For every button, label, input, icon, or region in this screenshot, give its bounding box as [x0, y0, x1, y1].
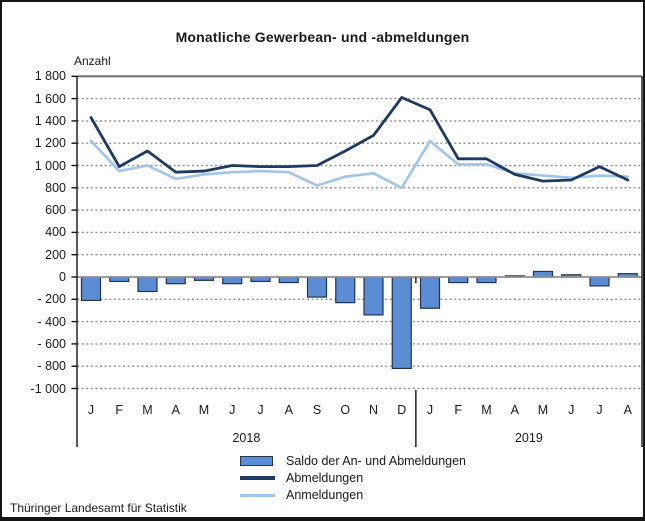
- x-axis-month-label: S: [312, 403, 322, 417]
- x-axis-month-label: F: [115, 403, 124, 417]
- saldo-bar: [80, 276, 102, 302]
- abmeldungen-line: [89, 96, 630, 183]
- x-axis-month-label: M: [198, 403, 210, 417]
- x-axis-month-label: A: [510, 403, 519, 417]
- anmeldungen-line-swatch-icon: [240, 493, 275, 497]
- saldo-bar: [137, 276, 158, 293]
- legend-item-saldo: Saldo der An- und Abmeldungen: [240, 453, 466, 469]
- x-axis-month-label: N: [368, 403, 379, 417]
- y-axis-tick-label: - 400: [37, 314, 67, 329]
- saldo-bar: [335, 276, 356, 304]
- x-axis-month-label: J: [426, 403, 434, 417]
- saldo-bar: [165, 276, 186, 285]
- y-axis-tick-label: 1 200: [34, 136, 66, 151]
- x-axis-month-label: M: [142, 403, 153, 417]
- source-text: Thüringer Landesamt für Statistik: [10, 501, 187, 515]
- y-axis-tick-label: - 200: [37, 292, 67, 307]
- saldo-bar: [419, 276, 441, 309]
- anmeldungen-line: [89, 139, 630, 190]
- y-axis-tick-label: 0: [59, 270, 66, 284]
- x-axis-month-label: J: [229, 403, 236, 417]
- y-axis-tick-label: - 600: [37, 336, 67, 351]
- x-axis-year-label: 2018: [232, 431, 261, 445]
- saldo-bar: [222, 276, 243, 285]
- x-axis-month-label: D: [397, 403, 407, 417]
- x-axis-month-label: F: [454, 403, 463, 417]
- x-axis-month-label: J: [596, 403, 603, 417]
- y-axis-tick-label: 1 800: [34, 69, 66, 84]
- saldo-bar: [363, 276, 384, 316]
- x-axis-month-label: J: [568, 403, 575, 417]
- x-axis-month-label: A: [623, 403, 632, 417]
- y-axis-tick-label: 800: [45, 180, 66, 195]
- chart-title: Monatliche Gewerbean- und -abmeldungen: [175, 29, 470, 45]
- legend: Saldo der An- und Abmeldungen Abmeldunge…: [240, 453, 466, 504]
- abmeldungen-line-swatch-icon: [240, 476, 275, 480]
- y-axis-unit-label: Anzahl: [74, 54, 111, 68]
- legend-label-anmeldungen: Anmeldungen: [286, 488, 364, 502]
- legend-label-saldo: Saldo der An- und Abmeldungen: [286, 454, 466, 468]
- y-axis-tick-label: 600: [45, 203, 66, 218]
- y-axis-tick-label: 1 000: [34, 158, 66, 173]
- x-axis-month-label: M: [481, 403, 492, 417]
- x-axis-month-label: A: [171, 403, 180, 417]
- x-axis-month-label: O: [340, 403, 351, 417]
- x-axis-month-label: J: [87, 403, 95, 417]
- x-axis-month-label: J: [257, 403, 264, 417]
- legend-label-abmeldungen: Abmeldungen: [286, 471, 364, 485]
- saldo-bar: [306, 276, 328, 298]
- y-axis-tick-label: - 800: [37, 359, 67, 374]
- saldo-bar: [391, 276, 412, 370]
- saldo-bar: [589, 276, 610, 287]
- y-axis-tick-label: 400: [45, 225, 66, 240]
- y-axis-tick-label: 1 400: [34, 113, 66, 128]
- x-axis-month-label: M: [537, 403, 549, 417]
- saldo-bar-swatch-icon: [240, 456, 273, 466]
- y-axis-tick-label: -1 000: [30, 381, 66, 396]
- x-axis-month-label: A: [284, 403, 293, 417]
- legend-item-anmeldungen: Anmeldungen: [240, 487, 466, 503]
- legend-item-abmeldungen: Abmeldungen: [240, 470, 466, 486]
- x-axis-year-label: 2019: [514, 431, 543, 445]
- y-axis-tick-label: 1 600: [34, 91, 66, 106]
- y-axis-tick-label: 200: [45, 247, 66, 262]
